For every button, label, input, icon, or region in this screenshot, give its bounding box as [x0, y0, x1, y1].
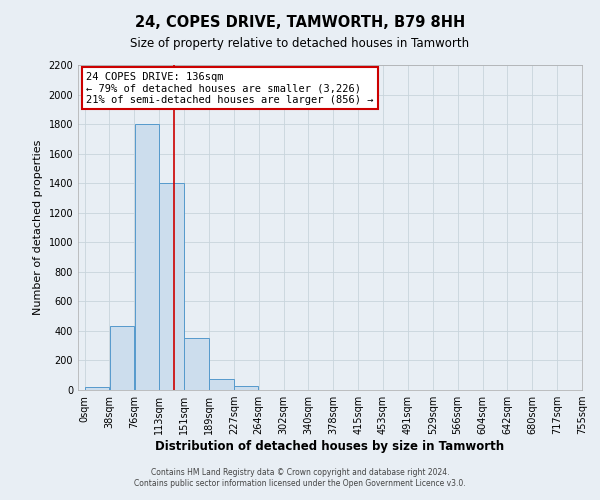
Bar: [209, 379, 233, 390]
Text: 24, COPES DRIVE, TAMWORTH, B79 8HH: 24, COPES DRIVE, TAMWORTH, B79 8HH: [135, 15, 465, 30]
Text: 24 COPES DRIVE: 136sqm
← 79% of detached houses are smaller (3,226)
21% of semi-: 24 COPES DRIVE: 136sqm ← 79% of detached…: [86, 72, 373, 105]
Bar: [85, 387, 109, 390]
Y-axis label: Number of detached properties: Number of detached properties: [33, 140, 43, 315]
Text: Size of property relative to detached houses in Tamworth: Size of property relative to detached ho…: [130, 38, 470, 51]
Bar: [184, 338, 209, 390]
Bar: [134, 124, 159, 390]
X-axis label: Distribution of detached houses by size in Tamworth: Distribution of detached houses by size …: [155, 440, 505, 453]
Bar: [234, 386, 259, 390]
Text: Contains HM Land Registry data © Crown copyright and database right 2024.
Contai: Contains HM Land Registry data © Crown c…: [134, 468, 466, 487]
Bar: [160, 183, 184, 390]
Bar: [110, 326, 134, 390]
